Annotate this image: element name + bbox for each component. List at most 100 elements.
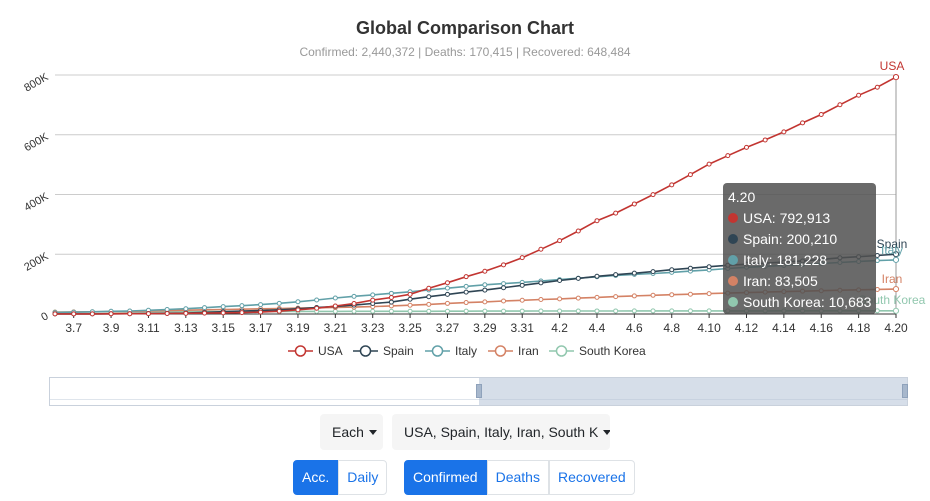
data-point <box>314 297 320 303</box>
tooltip-header: 4.20 <box>728 189 755 205</box>
deaths-button[interactable]: Deaths <box>486 460 549 495</box>
data-point <box>276 308 282 314</box>
acc-button[interactable]: Acc. <box>293 460 339 495</box>
data-point <box>444 285 450 291</box>
data-point <box>407 291 413 297</box>
data-point <box>519 297 525 303</box>
data-point <box>501 285 507 291</box>
data-point <box>650 192 656 198</box>
data-point <box>575 275 581 281</box>
tooltip-marker <box>728 297 738 307</box>
legend-item-italy[interactable]: Italy <box>425 344 477 358</box>
data-point <box>501 298 507 304</box>
legend-marker <box>431 345 444 357</box>
data-point <box>276 300 282 306</box>
legend-marker <box>359 345 372 357</box>
data-point <box>239 303 245 309</box>
country-dropdown[interactable]: USA, Spain, Italy, Iran, South K <box>392 414 610 450</box>
slider-selection[interactable] <box>479 378 907 405</box>
series-end-label: Italy <box>881 243 903 257</box>
data-point <box>202 310 208 316</box>
x-tick-label: 3.31 <box>511 321 535 335</box>
legend-item-south-korea[interactable]: South Korea <box>549 344 646 358</box>
confirmed-button[interactable]: Confirmed <box>404 460 487 495</box>
metric-toggle: Confirmed Deaths Recovered <box>404 460 635 495</box>
legend-item-spain[interactable]: Spain <box>353 344 414 358</box>
tooltip-marker <box>728 276 738 286</box>
data-point <box>426 301 432 307</box>
data-point <box>781 129 787 135</box>
data-point <box>892 285 900 293</box>
mode-dropdown[interactable]: Each <box>320 414 383 450</box>
data-point <box>725 153 731 159</box>
data-point <box>706 308 712 314</box>
data-point <box>463 274 469 280</box>
data-point <box>388 295 394 301</box>
x-tick-label: 4.14 <box>772 321 796 335</box>
legend-label: USA <box>318 344 343 358</box>
data-point <box>892 307 900 314</box>
data-point <box>444 280 450 286</box>
data-zoom-slider[interactable] <box>49 377 908 406</box>
data-point <box>407 302 413 308</box>
slider-right-handle[interactable] <box>902 384 908 398</box>
data-point <box>295 299 301 305</box>
data-point <box>351 300 357 306</box>
x-tick-label: 3.13 <box>174 321 198 335</box>
y-tick-label: 400K <box>22 190 51 214</box>
caret-down-icon <box>603 430 610 435</box>
tooltip-marker <box>728 255 738 265</box>
data-point <box>892 74 900 81</box>
data-point <box>818 111 824 117</box>
legend-label: South Korea <box>579 344 646 358</box>
data-point <box>519 308 525 314</box>
legend-label: Spain <box>383 344 414 358</box>
x-tick-label: 4.4 <box>589 321 606 335</box>
data-point <box>482 299 488 305</box>
data-point <box>388 290 394 296</box>
tooltip-row: Italy: 181,228 <box>743 252 827 268</box>
data-point <box>687 291 693 297</box>
data-point <box>874 84 880 90</box>
data-point <box>426 294 432 300</box>
x-tick-label: 3.9 <box>103 321 120 335</box>
data-point <box>613 210 619 216</box>
slider-left-handle[interactable] <box>476 384 482 398</box>
legend-label: Iran <box>518 344 539 358</box>
x-axis: 3.7 3.9 3.11 3.13 3.15 3.17 3.19 3.21 3.23 3.25 3.… <box>65 314 908 335</box>
data-point <box>892 251 900 258</box>
x-tick-label: 3.29 <box>473 321 497 335</box>
data-point <box>444 308 450 314</box>
data-point <box>183 310 189 316</box>
x-tick-label: 4.20 <box>884 321 908 335</box>
data-point <box>669 182 675 188</box>
data-point <box>407 296 413 302</box>
legend[interactable]: USA Spain Italy Iran South Korea <box>288 344 646 358</box>
legend-item-iran[interactable]: Iran <box>488 344 539 358</box>
tooltip-marker <box>728 234 738 244</box>
x-tick-label: 3.11 <box>137 321 160 335</box>
data-point <box>669 308 675 314</box>
daily-button[interactable]: Daily <box>338 460 388 495</box>
y-tick-label: 200K <box>22 250 51 274</box>
accumulation-toggle: Acc. Daily <box>293 460 388 495</box>
data-point <box>669 267 675 273</box>
chart-title: Global Comparison Chart <box>356 18 574 38</box>
data-point <box>743 144 749 150</box>
data-point <box>557 308 563 314</box>
data-point <box>557 278 563 284</box>
data-point <box>52 311 58 317</box>
recovered-button[interactable]: Recovered <box>548 460 635 495</box>
legend-item-usa[interactable]: USA <box>288 344 343 358</box>
data-point <box>295 307 301 313</box>
x-tick-label: 3.15 <box>212 321 236 335</box>
data-point <box>837 102 843 108</box>
data-point <box>407 308 413 314</box>
data-point <box>351 293 357 299</box>
y-tick-label: 600K <box>22 131 51 155</box>
data-point <box>370 297 376 303</box>
data-point <box>239 310 245 316</box>
data-point <box>594 308 600 314</box>
data-point <box>370 308 376 314</box>
data-point <box>594 218 600 224</box>
